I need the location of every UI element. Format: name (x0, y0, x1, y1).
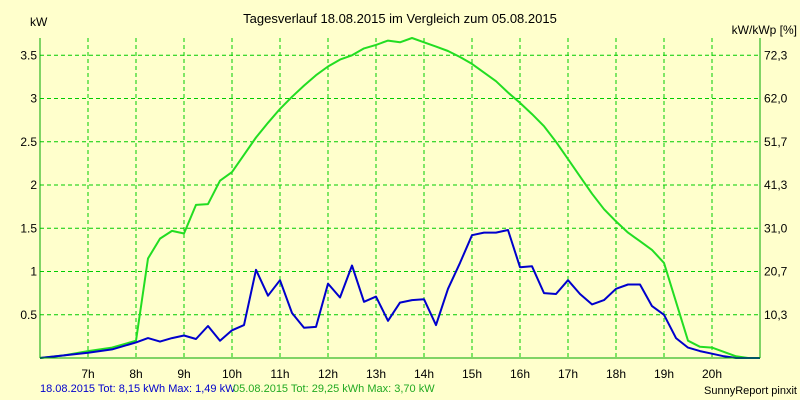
y-tick-label-right: 31,0 (764, 221, 788, 235)
series-line-18.08.2015 (39, 229, 760, 359)
x-tick-label: 19h (654, 367, 674, 381)
tick-labels: 7h 8h 9h 10h 11h 12h 13h 14h 15h 16h 17h 18h 19h 20h 0… (20, 48, 787, 381)
x-tick-label: 12h (318, 367, 338, 381)
footer-stats-blue: 18.08.2015 Tot: 8,15 kWh Max: 1,49 kW (40, 383, 236, 395)
y-axis-left-unit: kW (30, 15, 48, 29)
x-tick-label: 10h (222, 367, 242, 381)
y-tick-label-right: 10,3 (764, 308, 788, 322)
y-tick-label-right: 41,3 (764, 178, 788, 192)
x-tick-label: 17h (558, 367, 578, 381)
x-tick-label: 9h (177, 367, 190, 381)
y-tick-label-left: 0.5 (20, 308, 37, 322)
data-series (39, 37, 760, 359)
x-tick-label: 8h (129, 367, 142, 381)
grid-lines (40, 38, 760, 358)
y-axis-right-unit: kW/kWp [%] (732, 23, 797, 37)
y-tick-label-left: 1 (30, 265, 37, 279)
chart-title: Tagesverlauf 18.08.2015 im Vergleich zum… (243, 11, 557, 26)
y-tick-label-right: 51,7 (764, 135, 788, 149)
x-tick-label: 18h (606, 367, 626, 381)
x-tick-label: 16h (510, 367, 530, 381)
x-tick-label: 11h (270, 367, 289, 381)
footer-credit: SunnyReport pinxit (704, 385, 797, 397)
footer-stats-green: 05.08.2015 Tot: 29,25 kWh Max: 3,70 kW (233, 383, 435, 395)
y-tick-label-left: 2 (30, 178, 37, 192)
x-tick-label: 14h (414, 367, 434, 381)
y-tick-label-left: 3.5 (20, 48, 37, 62)
x-tick-label: 13h (366, 367, 386, 381)
y-tick-label-left: 3 (30, 92, 37, 106)
x-tick-label: 15h (462, 367, 482, 381)
y-tick-label-right: 62,0 (764, 92, 788, 106)
y-tick-label-right: 20,7 (764, 265, 788, 279)
y-tick-label-left: 1.5 (20, 221, 37, 235)
y-tick-label-right: 72,3 (764, 48, 788, 62)
x-tick-label: 7h (81, 367, 94, 381)
y-tick-label-left: 2.5 (20, 135, 37, 149)
series-line-05.08.2015 (39, 37, 760, 359)
x-tick-label: 20h (702, 367, 722, 381)
axes (39, 38, 761, 359)
